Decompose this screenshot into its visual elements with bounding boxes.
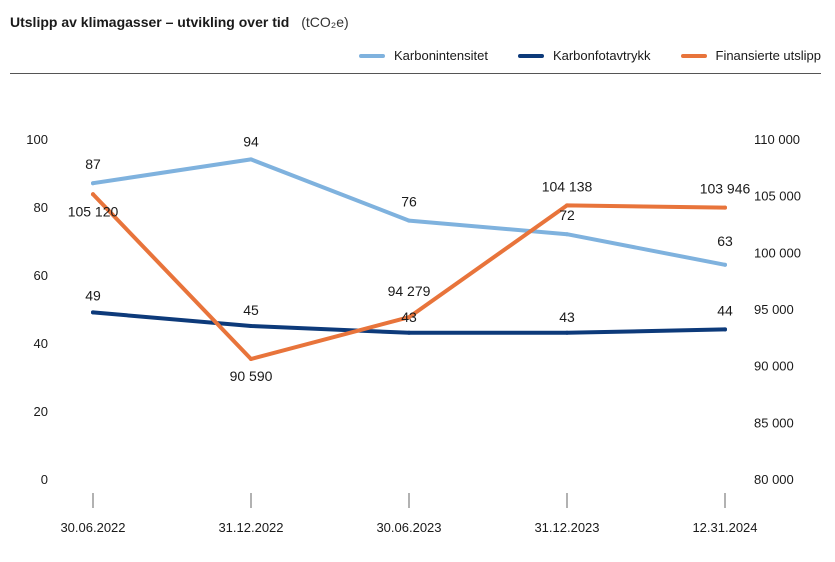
left-tick-label: 0 bbox=[41, 472, 48, 487]
data-label-karbonintensitet: 76 bbox=[401, 194, 417, 210]
legend-label-karbonintensitet: Karbonintensitet bbox=[394, 48, 488, 63]
chart-unit: (tCO₂e) bbox=[301, 14, 349, 30]
left-axis: 0 20 40 60 80 100 bbox=[26, 132, 48, 487]
x-axis: 30.06.2022 31.12.2022 30.06.2023 31.12.2023… bbox=[60, 493, 758, 535]
left-tick-label: 40 bbox=[34, 336, 48, 351]
x-tick-label: 12.31.2024 bbox=[692, 520, 757, 535]
series-lines bbox=[91, 157, 727, 361]
data-point-finansierte-utslipp bbox=[407, 315, 411, 320]
data-label-karbonfotavtrykk: 45 bbox=[243, 302, 259, 318]
data-point-karbonfotavtrykk bbox=[91, 310, 95, 315]
data-label-karbonfotavtrykk: 43 bbox=[559, 309, 575, 325]
right-tick-label: 90 000 bbox=[754, 359, 794, 374]
legend-swatch-karbonfotavtrykk bbox=[517, 53, 544, 58]
series-line-karbonintensitet bbox=[91, 157, 727, 267]
data-label-karbonintensitet: 72 bbox=[559, 207, 575, 223]
data-label-finansierte-utslipp: 90 590 bbox=[230, 368, 273, 384]
data-point-karbonintensitet bbox=[407, 218, 411, 223]
right-tick-label: 85 000 bbox=[754, 415, 794, 430]
x-tick-label: 31.12.2023 bbox=[534, 520, 599, 535]
data-label-finansierte-utslipp: 103 946 bbox=[700, 181, 751, 197]
data-label-karbonfotavtrykk: 43 bbox=[401, 309, 417, 325]
data-point-karbonfotavtrykk bbox=[723, 327, 727, 332]
left-tick-label: 100 bbox=[26, 132, 48, 147]
chart-title: Utslipp av klimagasser – utvikling over … bbox=[10, 14, 349, 30]
data-point-finansierte-utslipp bbox=[249, 357, 253, 361]
x-tick-label: 31.12.2022 bbox=[218, 520, 283, 535]
left-tick-label: 20 bbox=[34, 404, 48, 419]
right-tick-label: 80 000 bbox=[754, 472, 794, 487]
data-point-finansierte-utslipp bbox=[91, 192, 95, 197]
x-tick-label: 30.06.2022 bbox=[60, 520, 125, 535]
chart-title-text: Utslipp av klimagasser – utvikling over … bbox=[10, 14, 290, 30]
data-point-finansierte-utslipp bbox=[723, 205, 727, 210]
data-label-karbonintensitet: 94 bbox=[243, 133, 259, 149]
data-label-karbonintensitet: 87 bbox=[85, 156, 101, 172]
right-tick-label: 95 000 bbox=[754, 302, 794, 317]
data-labels: 87 94 76 72 63 49 45 43 43 44 105 120 90 590 94 279 1… bbox=[68, 133, 751, 384]
data-label-karbonfotavtrykk: 49 bbox=[85, 287, 101, 303]
left-tick-label: 60 bbox=[34, 268, 48, 283]
data-label-finansierte-utslipp: 94 279 bbox=[388, 283, 431, 299]
legend-swatch-karbonintensitet bbox=[359, 53, 385, 58]
legend-item-karbonfotavtrykk: Karbonfotavtrykk bbox=[517, 48, 651, 63]
data-label-finansierte-utslipp: 104 138 bbox=[542, 178, 593, 194]
data-point-karbonfotavtrykk bbox=[407, 330, 411, 335]
legend-swatch-finansierte-utslipp bbox=[680, 53, 707, 58]
data-label-karbonintensitet: 63 bbox=[717, 233, 733, 249]
left-tick-label: 80 bbox=[34, 200, 48, 215]
right-tick-label: 105 000 bbox=[754, 189, 801, 204]
data-point-karbonintensitet bbox=[91, 181, 95, 186]
data-point-karbonintensitet bbox=[723, 262, 727, 267]
legend-label-karbonfotavtrykk: Karbonfotavtrykk bbox=[552, 48, 651, 63]
header-divider bbox=[10, 73, 821, 74]
data-point-finansierte-utslipp bbox=[565, 203, 569, 208]
data-point-karbonfotavtrykk bbox=[565, 330, 569, 335]
legend-label-finansierte-utslipp: Finansierte utslipp bbox=[715, 48, 822, 63]
x-tick-label: 30.06.2023 bbox=[376, 520, 441, 535]
legend-item-finansierte-utslipp: Finansierte utslipp bbox=[680, 48, 822, 63]
data-point-karbonintensitet bbox=[249, 157, 253, 162]
data-label-karbonfotavtrykk: 44 bbox=[717, 302, 733, 318]
legend-item-karbonintensitet: Karbonintensitet bbox=[359, 48, 488, 63]
data-point-karbonfotavtrykk bbox=[249, 324, 253, 328]
right-tick-label: 110 000 bbox=[754, 132, 800, 147]
chart-legend: Karbonintensitet Karbonfotavtrykk Finans… bbox=[329, 48, 821, 63]
data-point-karbonintensitet bbox=[565, 232, 569, 237]
right-axis: 80 000 85 000 90 000 95 000 100 000 105 000 11… bbox=[754, 132, 801, 487]
right-tick-label: 100 000 bbox=[754, 245, 801, 260]
data-label-finansierte-utslipp: 105 120 bbox=[68, 203, 119, 219]
